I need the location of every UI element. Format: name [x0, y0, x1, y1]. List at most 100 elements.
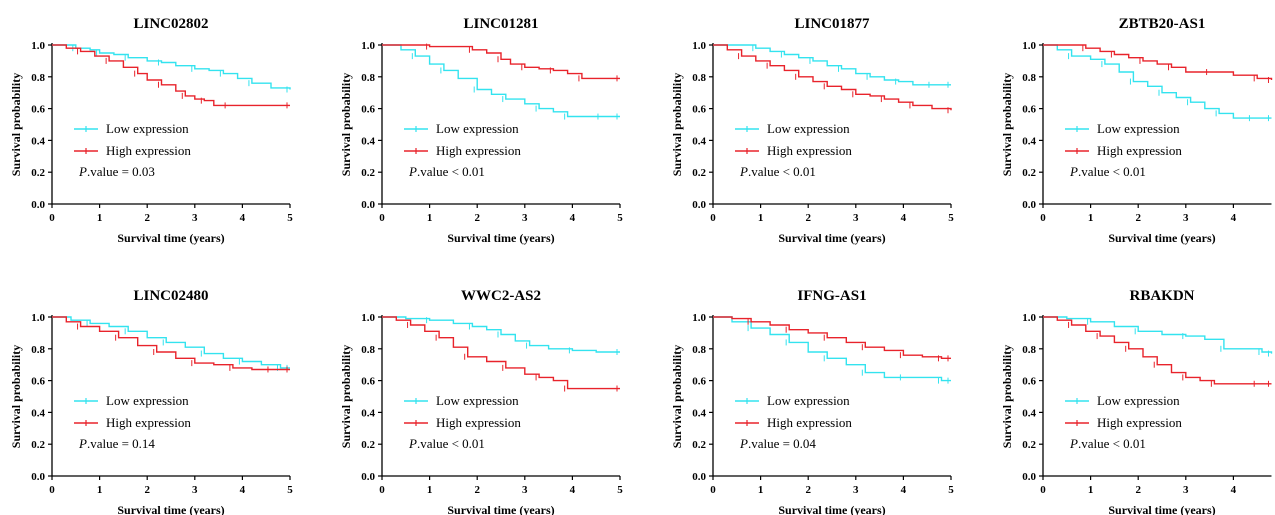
y-tick-label: 0.6 [31, 376, 45, 388]
y-tick-label: 0.8 [1022, 72, 1036, 84]
x-tick-label: 0 [379, 212, 385, 224]
legend-high-label: High expression [106, 143, 191, 158]
y-axis-label: Survival probability [339, 345, 353, 448]
y-tick-label: 0.0 [692, 471, 706, 483]
y-axis-label: Survival probability [1000, 73, 1014, 176]
legend-high-label: High expression [106, 415, 191, 430]
y-tick-label: 0.4 [31, 407, 45, 419]
p-value-label: P.value = 0.03 [78, 164, 155, 179]
low-expression-curve [1043, 44, 1272, 119]
low-expression-curve [382, 316, 620, 353]
y-tick-label: 0.0 [31, 471, 45, 483]
x-tick-label: 3 [853, 484, 859, 496]
p-value-label: P.value < 0.01 [408, 164, 485, 179]
p-value-text: .value = 0.14 [87, 436, 155, 451]
x-axis-label: Survival time (years) [778, 503, 885, 515]
y-tick-label: 0.2 [31, 439, 45, 451]
p-value-text: .value < 0.01 [417, 436, 485, 451]
legend-high-label: High expression [436, 143, 521, 158]
y-axis-label: Survival probability [9, 345, 23, 448]
plot-title: WWC2-AS2 [461, 288, 541, 304]
plot-title: IFNG-AS1 [797, 288, 866, 304]
x-axis-label: Survival time (years) [1108, 503, 1215, 515]
y-axis-label: Survival probability [670, 73, 684, 176]
p-value-label: P.value < 0.01 [408, 436, 485, 451]
legend-low-label: Low expression [106, 121, 189, 136]
x-tick-label: 2 [805, 212, 811, 224]
y-tick-label: 0.4 [1022, 407, 1036, 419]
high-expression-curve [713, 316, 951, 359]
low-expression-curve [713, 44, 951, 86]
legend-low-label: Low expression [436, 121, 519, 136]
x-tick-label: 2 [1135, 484, 1141, 496]
km-plot-8: RBAKDN 0.0 0.2 0.4 0.6 0.8 1.0 0 1 2 3 4 Survival ti… [1000, 288, 1273, 515]
y-tick-label: 0.0 [31, 199, 45, 211]
x-tick-label: 0 [1040, 484, 1046, 496]
plot-title: LINC02802 [133, 16, 208, 32]
legend-low-label: Low expression [1097, 393, 1180, 408]
x-axis-label: Survival time (years) [117, 231, 224, 245]
x-tick-label: 5 [617, 484, 623, 496]
y-tick-label: 0.2 [692, 167, 706, 179]
x-tick-label: 5 [948, 484, 954, 496]
x-tick-label: 0 [1040, 212, 1046, 224]
p-value-label: P.value < 0.01 [739, 164, 816, 179]
high-expression-curve [1043, 44, 1273, 80]
legend-low-label: Low expression [436, 393, 519, 408]
x-tick-label: 4 [240, 212, 246, 224]
x-tick-label: 2 [474, 212, 480, 224]
legend-high-label: High expression [1097, 415, 1182, 430]
p-value-text: .value = 0.04 [748, 436, 816, 451]
p-value-italic: P [1069, 164, 1078, 179]
y-tick-label: 0.0 [1022, 199, 1036, 211]
km-plot-4: ZBTB20-AS1 0.0 0.2 0.4 0.6 0.8 1.0 0 1 2 3 4 Surviva… [1000, 16, 1273, 245]
legend-high-label: High expression [1097, 143, 1182, 158]
y-tick-label: 1.0 [31, 40, 45, 52]
x-tick-label: 2 [805, 484, 811, 496]
legend-low-label: Low expression [1097, 121, 1180, 136]
high-expression-curve [52, 44, 290, 107]
p-value-italic: P [78, 436, 87, 451]
y-tick-label: 1.0 [1022, 40, 1036, 52]
y-tick-label: 0.6 [692, 104, 706, 116]
y-tick-label: 0.6 [1022, 376, 1036, 388]
p-value-text: .value < 0.01 [1078, 436, 1146, 451]
y-tick-label: 0.2 [31, 167, 45, 179]
x-tick-label: 0 [710, 212, 716, 224]
high-expression-curve [713, 44, 952, 111]
km-plot-3: LINC01877 0.0 0.2 0.4 0.6 0.8 1.0 0 1 2 3 4 5 Surviva… [670, 16, 954, 245]
y-axis-label: Survival probability [9, 73, 23, 176]
x-axis-label: Survival time (years) [778, 231, 885, 245]
low-expression-curve [52, 316, 290, 369]
y-tick-label: 0.6 [692, 376, 706, 388]
x-tick-label: 5 [617, 212, 623, 224]
legend-high-label: High expression [436, 415, 521, 430]
x-tick-label: 0 [49, 212, 55, 224]
low-expression-curve [52, 44, 291, 90]
low-expression-curve [1043, 316, 1273, 354]
y-tick-label: 0.2 [1022, 439, 1036, 451]
p-value-italic: P [78, 164, 87, 179]
y-tick-label: 0.2 [361, 167, 375, 179]
x-tick-label: 3 [1183, 484, 1189, 496]
high-expression-curve [382, 316, 620, 390]
x-tick-label: 2 [144, 212, 150, 224]
y-tick-label: 0.4 [31, 135, 45, 147]
x-tick-label: 3 [522, 212, 528, 224]
x-axis-label: Survival time (years) [447, 503, 554, 515]
x-axis-label: Survival time (years) [117, 503, 224, 515]
x-tick-label: 0 [49, 484, 55, 496]
x-tick-label: 1 [1088, 212, 1094, 224]
x-tick-label: 5 [287, 212, 293, 224]
p-value-italic: P [1069, 436, 1078, 451]
x-tick-label: 0 [710, 484, 716, 496]
x-tick-label: 3 [1183, 212, 1189, 224]
y-axis-label: Survival probability [339, 73, 353, 176]
y-tick-label: 0.2 [361, 439, 375, 451]
x-tick-label: 4 [240, 484, 246, 496]
y-tick-label: 0.6 [361, 104, 375, 116]
p-value-text: .value < 0.01 [1078, 164, 1146, 179]
y-tick-label: 0.4 [1022, 135, 1036, 147]
x-tick-label: 5 [287, 484, 293, 496]
legend-low-label: Low expression [767, 121, 850, 136]
